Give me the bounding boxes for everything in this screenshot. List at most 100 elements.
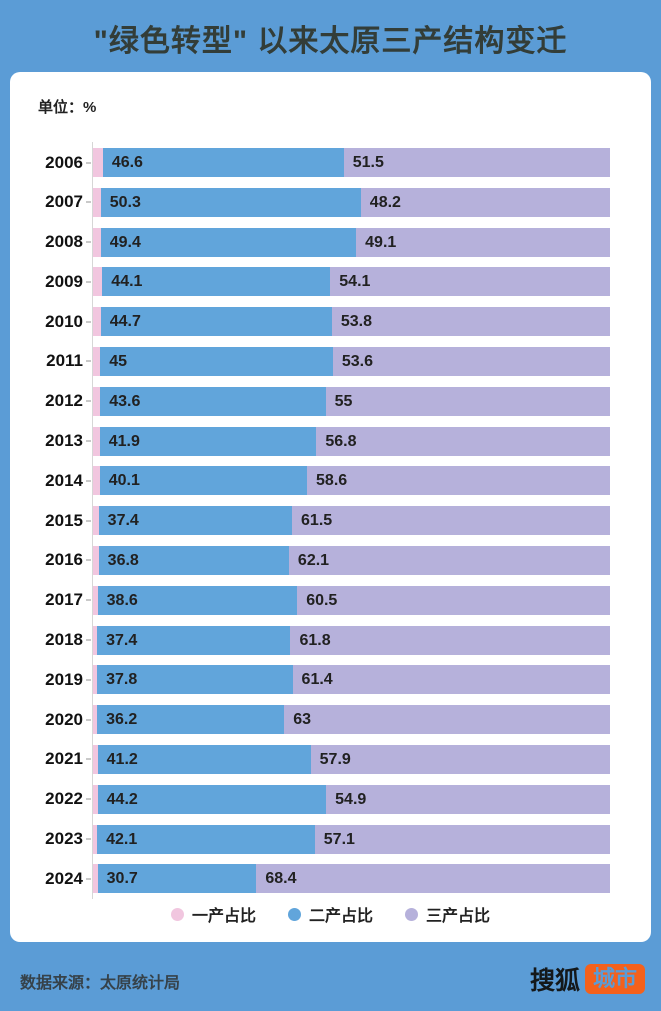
table-row: 2021 41.2 57.9 [10,744,630,774]
year-label: 2007 [45,192,83,212]
bar-track: 37.4 61.5 [93,506,610,536]
bar-segment-primary [93,824,98,854]
table-row: 2012 43.6 55 [10,386,630,416]
bar-segment-tertiary: 53.8 [331,307,610,337]
bar-segment-tertiary: 56.8 [316,426,610,456]
table-row: 2013 41.9 56.8 [10,426,630,456]
bar-segment-secondary: 36.2 [97,705,285,735]
bar-segment-secondary: 46.6 [102,148,344,177]
axis-tick [86,241,91,244]
axis-tick [86,838,91,841]
chart-card: 单位：% 2006 46.6 51.5 2007 50.3 48.2 2008 49… [10,72,651,942]
year-label: 2006 [45,152,83,172]
sohu-city-logo: 搜狐 城市 [530,961,645,997]
value-label: 36.8 [107,551,139,569]
bar-segment-tertiary: 61.5 [292,506,610,536]
bar-segment-primary [93,267,103,297]
bar-segment-primary [93,784,98,814]
axis-tick [86,639,91,642]
axis-tick [86,400,91,403]
bar-segment-secondary: 37.4 [98,506,293,536]
value-label: 37.8 [106,671,138,689]
value-label: 49.4 [109,233,141,251]
page-title: "绿色转型" 以来太原三产结构变迁 [93,25,568,58]
value-label: 37.4 [106,631,138,649]
bar-segment-primary [93,466,100,496]
year-label: 2017 [45,590,83,610]
legend-dot [287,907,301,921]
bar-track: 46.6 51.5 [93,148,610,177]
bar-segment-tertiary: 54.1 [330,267,610,297]
bar-track: 45 53.6 [93,346,610,376]
value-label: 46.6 [111,154,143,171]
axis-tick [86,479,91,482]
bar-track: 44.2 54.9 [93,784,610,814]
value-label: 44.2 [106,790,138,808]
bar-segment-primary [93,227,101,257]
bar-track: 50.3 48.2 [93,187,610,217]
value-label: 54.1 [339,273,371,291]
value-label: 58.6 [316,472,348,490]
bar-segment-tertiary: 51.5 [343,148,610,177]
table-row: 2022 44.2 54.9 [10,784,630,814]
bar-segment-primary [93,705,98,735]
legend-dot [170,907,184,921]
y-axis-line [92,142,93,899]
year-label: 2014 [45,470,83,490]
value-label: 41.2 [106,750,138,768]
bar-track: 41.9 56.8 [93,426,610,456]
bar-segment-secondary: 37.4 [97,625,291,655]
bar-track: 37.4 61.8 [93,625,610,655]
bar-segment-primary [93,744,98,774]
table-row: 2016 36.8 62.1 [10,545,630,575]
bar-segment-primary [93,585,98,615]
axis-tick [86,718,91,721]
year-label: 2020 [45,709,83,729]
table-row: 2008 49.4 49.1 [10,227,630,257]
bar-segment-tertiary: 61.8 [290,625,610,655]
value-label: 68.4 [265,870,297,888]
bar-segment-primary [93,148,103,177]
bar-segment-secondary: 41.2 [97,744,311,774]
value-label: 45 [109,352,128,370]
table-row: 2017 38.6 60.5 [10,585,630,615]
axis-tick [86,559,91,562]
bar-segment-tertiary: 49.1 [356,227,610,257]
legend-item-secondary: 二产占比 [287,902,373,926]
value-label: 57.9 [319,750,351,768]
year-label: 2013 [45,431,83,451]
bar-segment-secondary: 44.2 [97,784,327,814]
bar-track: 44.7 53.8 [93,307,610,337]
bar-segment-primary [93,625,98,655]
year-label: 2023 [45,829,83,849]
bar-segment-primary [93,864,98,894]
bar-segment-tertiary: 62.1 [288,545,610,575]
value-label: 53.8 [340,313,372,331]
table-row: 2020 36.2 63 [10,705,630,735]
year-label: 2024 [45,868,83,888]
unit-label: 单位：% [38,99,97,116]
legend-label: 二产占比 [308,908,373,925]
table-row: 2010 44.7 53.8 [10,307,630,337]
legend-label: 三产占比 [426,908,491,925]
value-label: 50.3 [109,193,141,211]
axis-tick [86,599,91,602]
table-row: 2011 45 53.6 [10,346,630,376]
bar-segment-primary [93,426,100,456]
value-label: 61.4 [301,671,333,689]
bar-track: 38.6 60.5 [93,585,610,615]
value-label: 57.1 [323,830,355,848]
axis-tick [86,758,91,761]
bar-segment-secondary: 40.1 [99,466,308,496]
value-label: 54.9 [335,790,367,808]
bar-segment-secondary: 38.6 [97,585,298,615]
city-logo-badge: 城市 [584,963,645,995]
axis-tick [86,360,91,363]
value-label: 36.2 [106,711,138,729]
year-label: 2010 [45,311,83,331]
value-label: 63 [293,711,312,729]
value-label: 56.8 [325,432,357,450]
year-label: 2009 [45,271,83,291]
table-row: 2009 44.1 54.1 [10,267,630,297]
year-label: 2011 [46,351,83,371]
